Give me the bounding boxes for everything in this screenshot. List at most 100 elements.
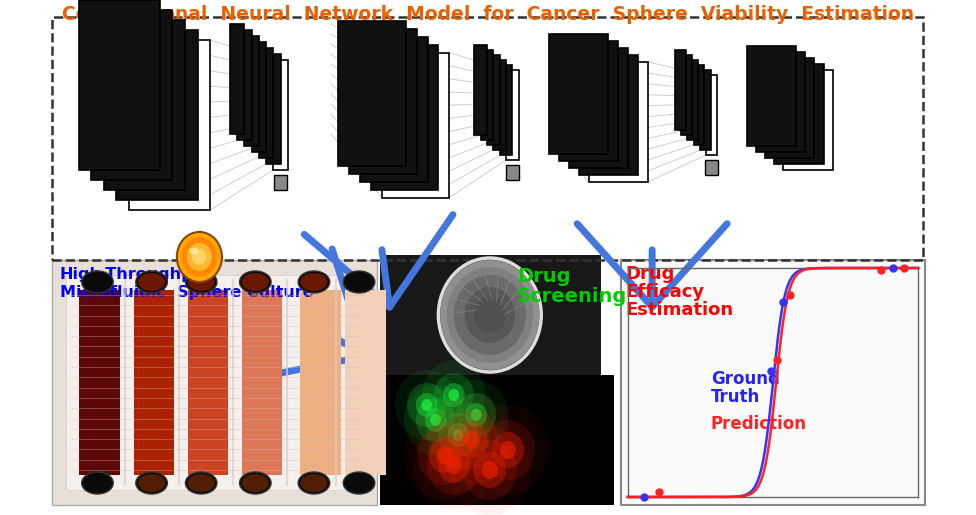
- Circle shape: [463, 440, 517, 500]
- Bar: [103, 20, 185, 190]
- Circle shape: [404, 410, 485, 500]
- Bar: [765, 58, 815, 158]
- Circle shape: [447, 423, 469, 447]
- Circle shape: [423, 360, 485, 430]
- Bar: [549, 34, 608, 154]
- Ellipse shape: [82, 271, 113, 293]
- Bar: [747, 46, 796, 146]
- Circle shape: [443, 383, 465, 407]
- Text: Efficacy: Efficacy: [625, 283, 705, 301]
- Circle shape: [465, 287, 515, 343]
- Circle shape: [438, 413, 478, 457]
- Ellipse shape: [138, 474, 165, 492]
- Ellipse shape: [298, 271, 330, 293]
- Bar: [382, 53, 449, 197]
- Bar: [251, 295, 273, 470]
- Circle shape: [468, 405, 549, 495]
- Ellipse shape: [136, 472, 167, 494]
- Circle shape: [192, 249, 207, 265]
- Circle shape: [470, 409, 482, 421]
- Circle shape: [473, 297, 506, 333]
- Circle shape: [473, 452, 506, 488]
- Bar: [700, 70, 711, 150]
- Text: Microfluidic  Sphere Culture: Microfluidic Sphere Culture: [60, 285, 313, 300]
- Ellipse shape: [82, 472, 113, 494]
- Bar: [774, 64, 824, 164]
- Bar: [681, 55, 692, 135]
- Circle shape: [416, 398, 456, 442]
- Bar: [142, 295, 165, 470]
- Circle shape: [436, 446, 453, 464]
- Bar: [252, 42, 266, 152]
- Bar: [259, 48, 273, 158]
- Ellipse shape: [187, 273, 215, 291]
- Circle shape: [437, 447, 470, 483]
- Bar: [197, 295, 220, 470]
- Circle shape: [464, 431, 480, 449]
- Text: Screening: Screening: [517, 287, 628, 306]
- Bar: [371, 44, 438, 190]
- Circle shape: [446, 456, 462, 474]
- Bar: [559, 41, 618, 161]
- Bar: [755, 52, 805, 152]
- Circle shape: [413, 420, 494, 510]
- Ellipse shape: [242, 273, 268, 291]
- Bar: [783, 70, 833, 170]
- Bar: [380, 375, 614, 505]
- Bar: [705, 160, 718, 175]
- Text: Drug: Drug: [517, 267, 570, 286]
- Bar: [134, 290, 174, 475]
- Ellipse shape: [344, 472, 375, 494]
- Bar: [346, 290, 386, 475]
- Bar: [481, 50, 494, 140]
- Circle shape: [404, 385, 468, 455]
- Bar: [187, 290, 228, 475]
- Ellipse shape: [187, 474, 215, 492]
- Bar: [242, 290, 282, 475]
- Circle shape: [416, 393, 437, 417]
- Bar: [66, 275, 363, 490]
- Ellipse shape: [242, 474, 268, 492]
- Bar: [301, 290, 341, 475]
- Ellipse shape: [138, 273, 165, 291]
- Circle shape: [182, 237, 218, 277]
- Bar: [474, 45, 487, 135]
- Circle shape: [425, 408, 446, 432]
- Circle shape: [446, 267, 533, 363]
- Ellipse shape: [185, 271, 217, 293]
- Text: Truth: Truth: [711, 388, 760, 406]
- Circle shape: [456, 422, 488, 458]
- Bar: [506, 164, 519, 180]
- Circle shape: [177, 232, 222, 282]
- Bar: [694, 65, 705, 145]
- Text: Prediction: Prediction: [711, 415, 807, 433]
- Bar: [274, 175, 287, 190]
- Circle shape: [457, 393, 496, 437]
- Circle shape: [449, 425, 530, 515]
- Circle shape: [427, 400, 490, 470]
- Circle shape: [448, 389, 459, 401]
- Circle shape: [445, 380, 508, 450]
- Circle shape: [454, 275, 526, 355]
- Bar: [339, 21, 406, 165]
- Ellipse shape: [239, 271, 271, 293]
- Text: Estimation: Estimation: [625, 301, 733, 319]
- Bar: [309, 295, 332, 470]
- Ellipse shape: [301, 474, 328, 492]
- Bar: [360, 37, 427, 181]
- Bar: [494, 60, 506, 150]
- Circle shape: [427, 435, 481, 495]
- Bar: [687, 60, 698, 140]
- Bar: [78, 0, 160, 170]
- Circle shape: [186, 243, 212, 271]
- Circle shape: [500, 441, 516, 459]
- Circle shape: [492, 432, 524, 468]
- Bar: [53, 260, 377, 505]
- Bar: [354, 295, 377, 470]
- Circle shape: [445, 410, 499, 470]
- Circle shape: [434, 373, 473, 417]
- Ellipse shape: [301, 273, 328, 291]
- Circle shape: [482, 461, 498, 479]
- Bar: [266, 54, 280, 164]
- Bar: [674, 50, 685, 130]
